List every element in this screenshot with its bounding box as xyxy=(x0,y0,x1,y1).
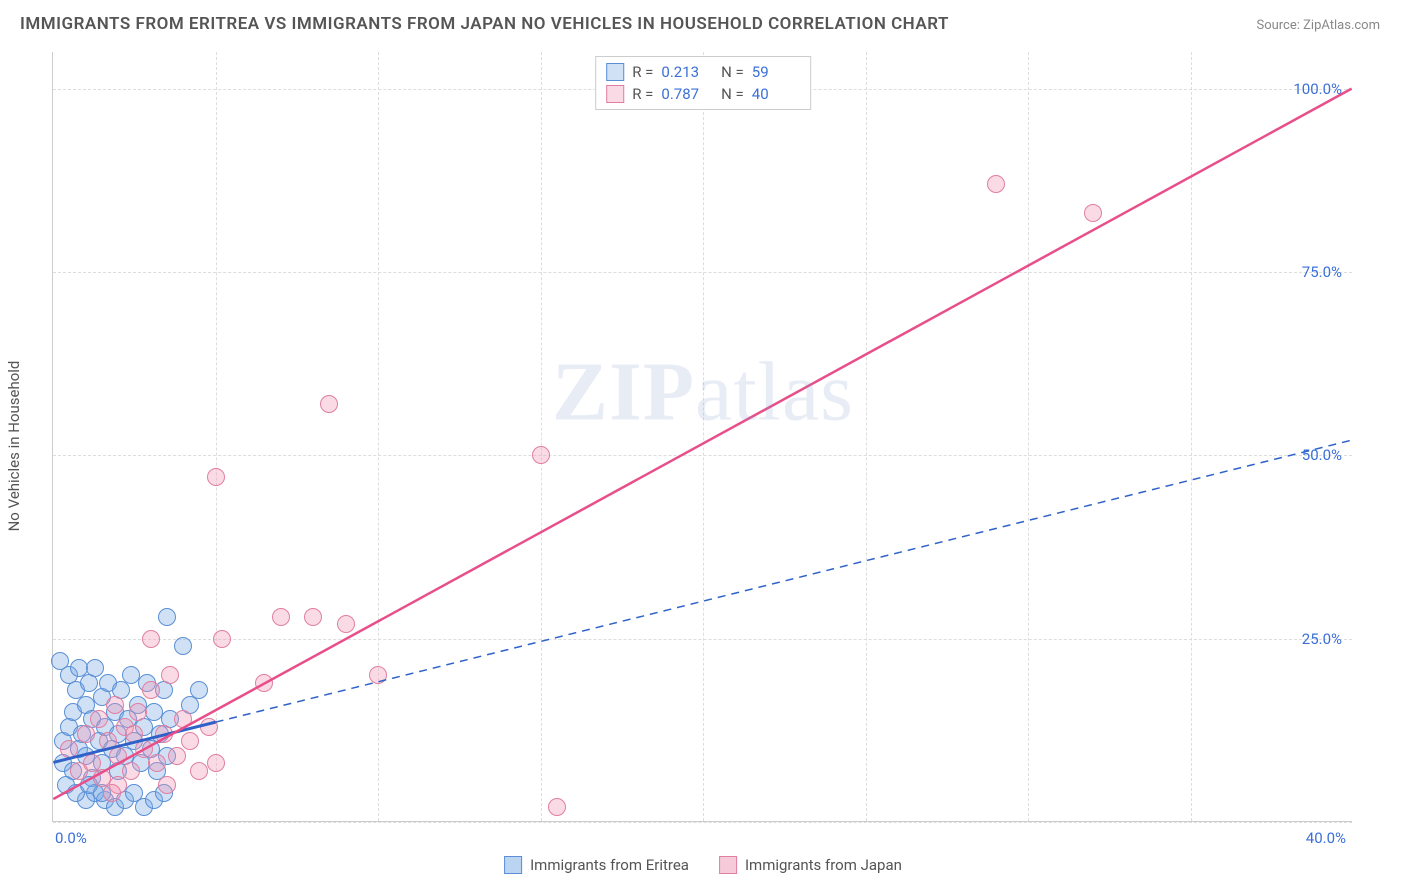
gridline-v xyxy=(703,52,704,821)
data-point xyxy=(168,747,186,765)
data-point xyxy=(77,725,95,743)
data-point xyxy=(548,798,566,816)
data-point xyxy=(90,710,108,728)
legend-swatch xyxy=(504,856,522,874)
legend-r-value: 0.213 xyxy=(661,63,709,81)
legend-swatch xyxy=(606,63,624,81)
legend-label: Immigrants from Eritrea xyxy=(530,856,689,874)
y-tick-label: 50.0% xyxy=(1302,446,1342,464)
data-point xyxy=(158,776,176,794)
y-tick-label: 100.0% xyxy=(1293,80,1342,98)
data-point xyxy=(148,754,166,772)
y-tick-label: 75.0% xyxy=(1302,263,1342,281)
legend-n-label: N = xyxy=(717,85,743,103)
gridline-h xyxy=(53,822,1352,823)
data-point xyxy=(109,747,127,765)
gridline-v xyxy=(866,52,867,821)
x-tick-label: 40.0% xyxy=(1306,829,1346,847)
data-point xyxy=(213,630,231,648)
data-point xyxy=(142,681,160,699)
legend-item: Immigrants from Japan xyxy=(719,856,902,874)
data-point xyxy=(190,681,208,699)
series-legend: Immigrants from Eritrea Immigrants from J… xyxy=(504,856,902,874)
data-point xyxy=(987,175,1005,193)
data-point xyxy=(155,725,173,743)
data-point xyxy=(129,703,147,721)
data-point xyxy=(207,754,225,772)
data-point xyxy=(161,666,179,684)
data-point xyxy=(106,696,124,714)
legend-r-label: R = xyxy=(632,85,653,103)
legend-label: Immigrants from Japan xyxy=(745,856,902,874)
data-point xyxy=(532,446,550,464)
gridline-v xyxy=(541,52,542,821)
y-tick-label: 25.0% xyxy=(1302,630,1342,648)
chart-plot-area: 25.0%50.0%75.0%100.0%0.0%40.0% xyxy=(52,52,1352,822)
data-point xyxy=(337,615,355,633)
data-point xyxy=(304,608,322,626)
legend-r-label: R = xyxy=(632,63,653,81)
legend-r-value: 0.787 xyxy=(661,85,709,103)
data-point xyxy=(103,784,121,802)
data-point xyxy=(86,659,104,677)
legend-n-value: 59 xyxy=(752,63,800,81)
data-point xyxy=(369,666,387,684)
correlation-legend: R = 0.213 N = 59 R = 0.787 N = 40 xyxy=(595,56,811,110)
data-point xyxy=(207,468,225,486)
data-point xyxy=(158,608,176,626)
data-point xyxy=(174,637,192,655)
x-tick-label: 0.0% xyxy=(55,829,87,847)
legend-n-value: 40 xyxy=(752,85,800,103)
gridline-v xyxy=(1028,52,1029,821)
data-point xyxy=(272,608,290,626)
gridline-v xyxy=(1191,52,1192,821)
gridline-v xyxy=(216,52,217,821)
data-point xyxy=(1084,204,1102,222)
legend-stat-row: R = 0.787 N = 40 xyxy=(606,83,800,105)
y-axis-label: No Vehicles in Household xyxy=(5,361,23,532)
data-point xyxy=(255,674,273,692)
legend-swatch xyxy=(606,85,624,103)
source-label: Source: ZipAtlas.com xyxy=(1256,18,1380,33)
data-point xyxy=(122,762,140,780)
legend-item: Immigrants from Eritrea xyxy=(504,856,689,874)
data-point xyxy=(200,718,218,736)
data-point xyxy=(320,395,338,413)
data-point xyxy=(135,740,153,758)
legend-swatch xyxy=(719,856,737,874)
data-point xyxy=(190,762,208,780)
data-point xyxy=(174,710,192,728)
legend-stat-row: R = 0.213 N = 59 xyxy=(606,61,800,83)
data-point xyxy=(181,732,199,750)
gridline-v xyxy=(378,52,379,821)
chart-title: IMMIGRANTS FROM ERITREA VS IMMIGRANTS FR… xyxy=(20,14,949,34)
data-point xyxy=(142,630,160,648)
data-point xyxy=(60,740,78,758)
data-point xyxy=(125,725,143,743)
legend-n-label: N = xyxy=(717,63,743,81)
